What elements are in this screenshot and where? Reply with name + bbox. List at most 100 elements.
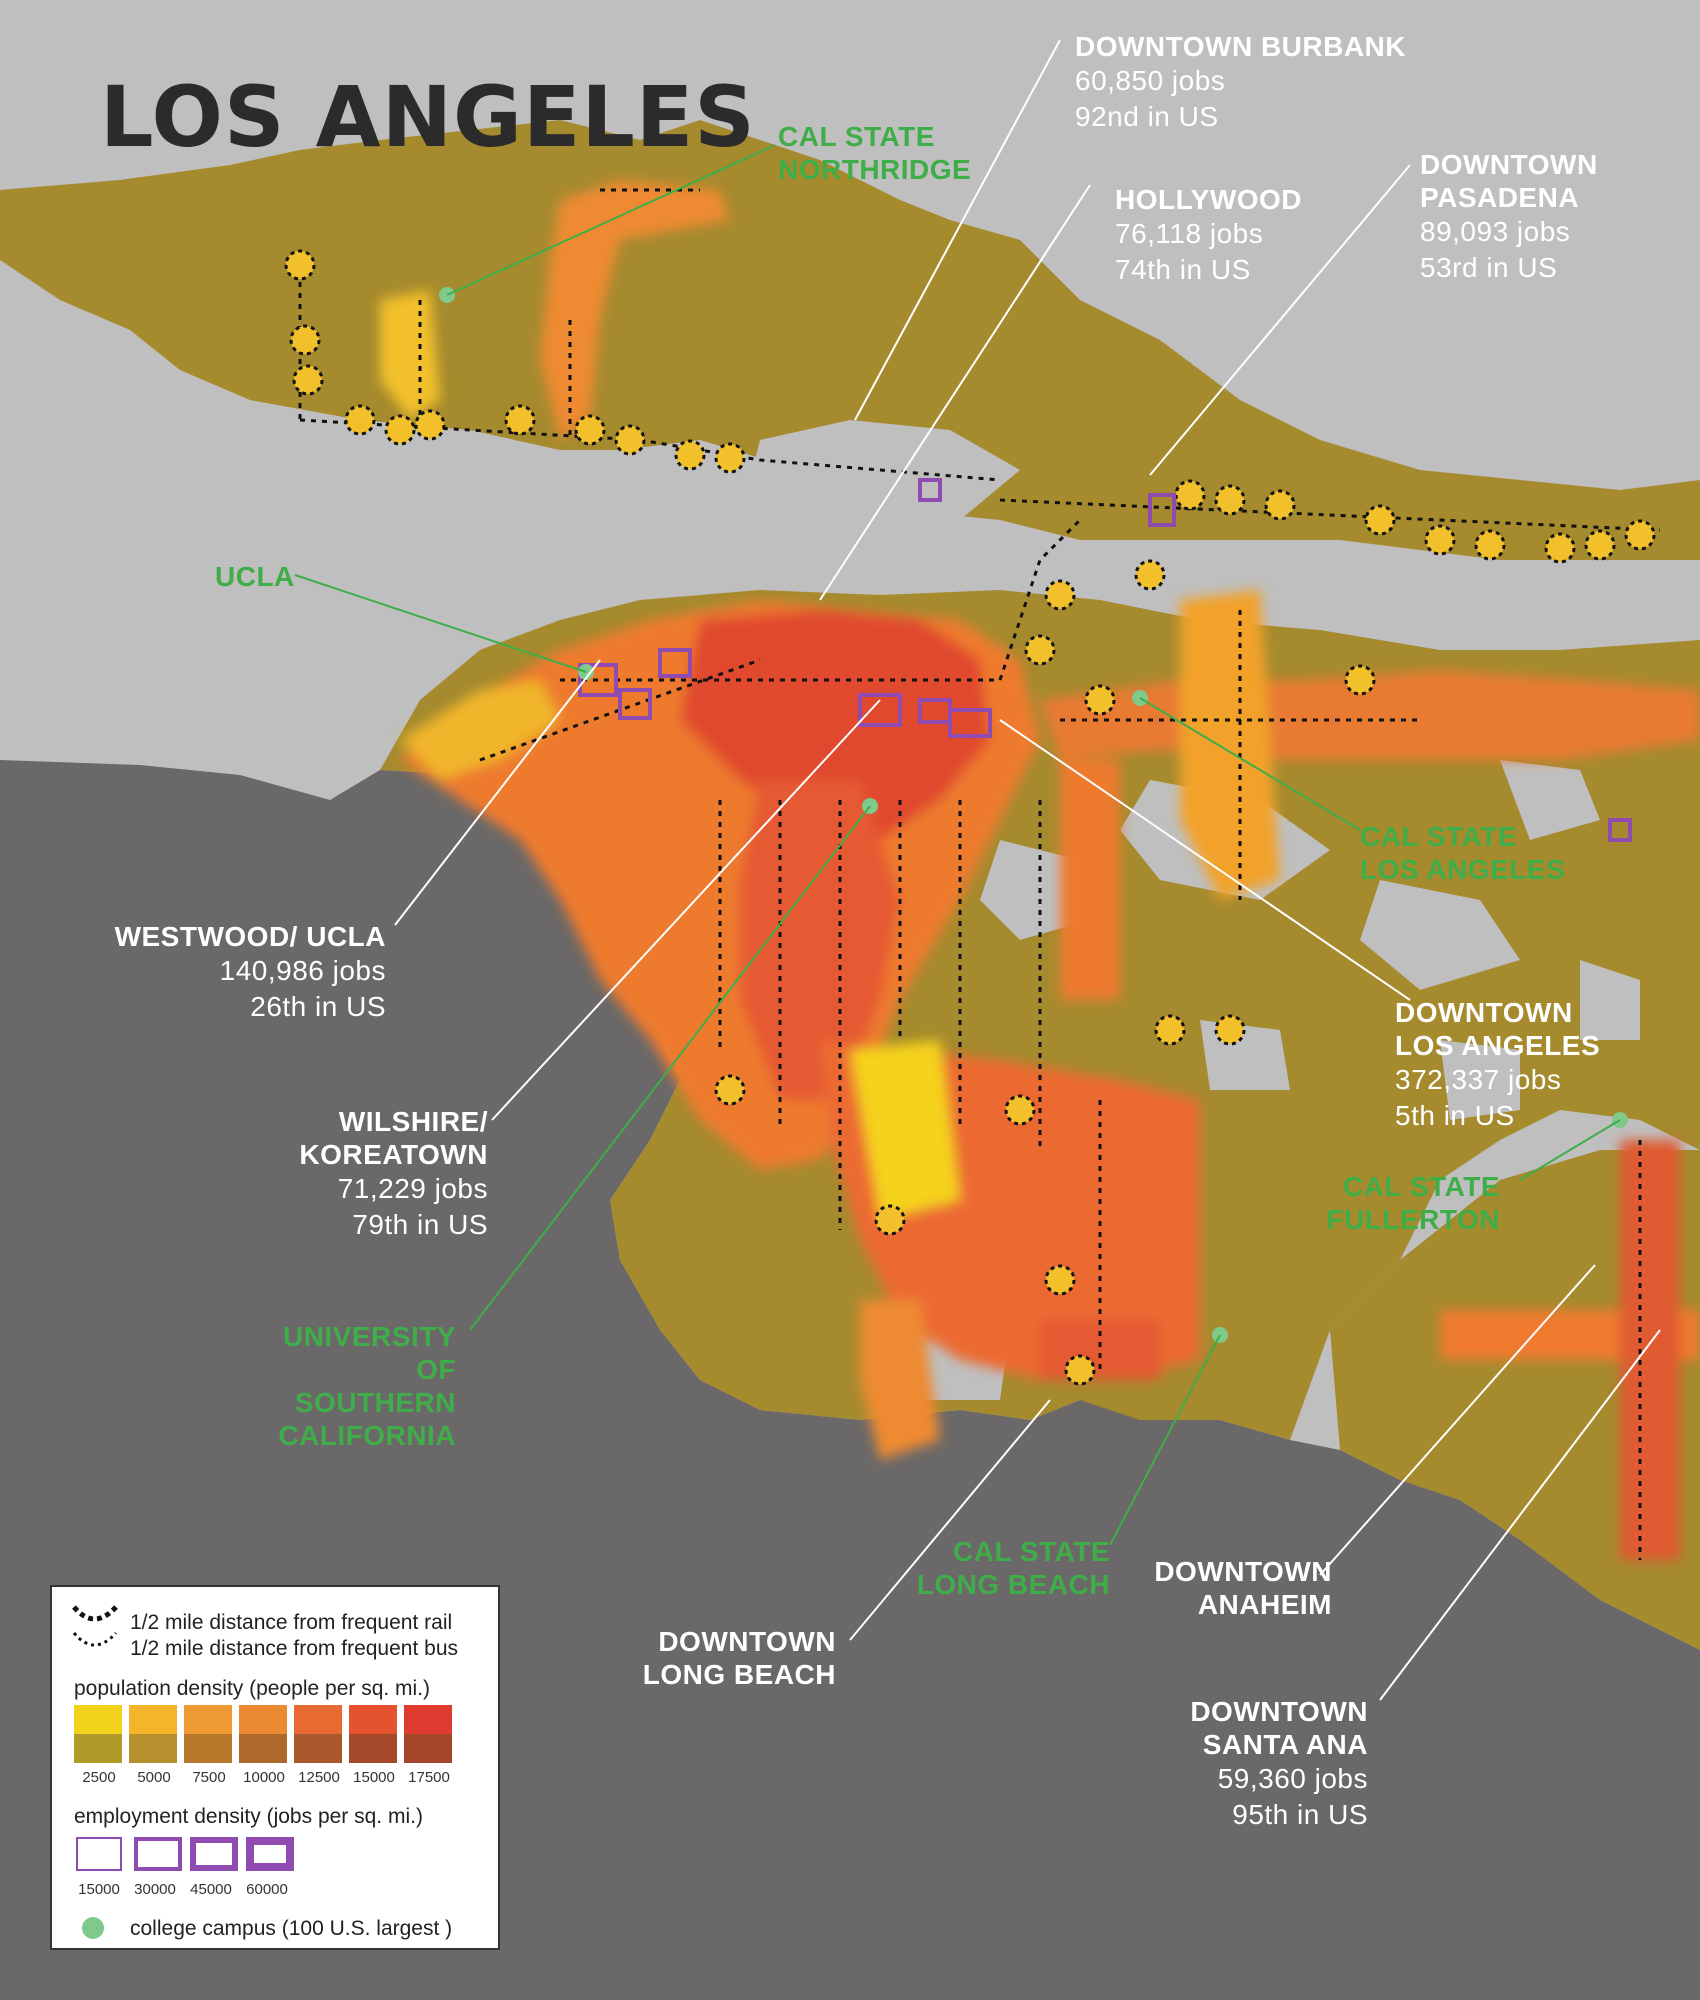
hollywood-name: HOLLYWOOD [1115,184,1303,215]
campus-label-csulb: CAL STATE LONG BEACH [900,1535,1110,1601]
fullerton-line-1: CAL STATE [1343,1171,1500,1202]
burbank-jobs: 60,850 jobs [1075,65,1226,96]
south-region [1330,1150,1700,1650]
northridge-line-2: NORTHRIDGE [778,154,972,185]
label-anaheim: DOWNTOWN ANAHEIM [1100,1555,1332,1621]
campus-label-fullerton: CAL STATE FULLERTON [1300,1170,1500,1236]
swatch-high [74,1705,122,1734]
campus-label-northridge: CAL STATE NORTHRIDGE [778,120,971,186]
label-dtla: DOWNTOWN LOS ANGELES 372,337 jobs 5th in… [1395,996,1600,1134]
westwood-rank: 26th in US [250,991,386,1022]
anaheim-name-2: ANAHEIM [1197,1589,1332,1620]
pasadena-jobs: 89,093 jobs [1420,216,1571,247]
population-value-label: 2500 [82,1769,116,1786]
swatch-low [239,1734,287,1763]
label-wilshire: WILSHIRE/ KOREATOWN 71,229 jobs 79th in … [250,1105,488,1243]
bus-walkshed-symbol [72,1631,118,1647]
wilshire-rank: 79th in US [352,1209,488,1240]
swatch-low [129,1734,177,1763]
population-value-label: 5000 [137,1769,171,1786]
swatch-high [129,1705,177,1734]
santaana-rank: 95th in US [1232,1799,1368,1830]
csula-line-2: LOS ANGELES [1360,854,1566,885]
legend-pop-title: population density (people per sq. mi.) [74,1677,431,1700]
legend-rail-label: 1/2 mile distance from frequent rail [130,1611,453,1634]
wilshire-jobs: 71,229 jobs [337,1173,488,1204]
population-swatch-2500 [74,1705,122,1763]
employment-clusters [578,478,1632,842]
campus-label-usc: UNIVERSITY OF SOUTHERN CALIFORNIA [230,1320,456,1452]
swatch-low [74,1734,122,1763]
employment-value-label: 60000 [246,1881,288,1898]
swatch-low [349,1734,397,1763]
pasadena-name-1: DOWNTOWN [1420,149,1598,180]
santaana-name-2: SANTA ANA [1202,1729,1368,1760]
employment-swatch-15000 [76,1837,122,1871]
anaheim-name-1: DOWNTOWN [1154,1556,1332,1587]
swatch-high [404,1705,452,1734]
label-santaana: DOWNTOWN SANTA ANA 59,360 jobs 95th in U… [1150,1695,1368,1833]
northridge-line-1: CAL STATE [778,121,935,152]
valley-region [0,120,1700,560]
map-title: LOS ANGELES [100,68,756,166]
csula-line-1: CAL STATE [1360,821,1517,852]
usc-line-1: UNIVERSITY [282,1321,456,1352]
label-pasadena: DOWNTOWN PASADENA 89,093 jobs 53rd in US [1420,148,1598,286]
campus-label-csula: CAL STATE LOS ANGELES [1360,820,1565,886]
wilshire-name-2: KOREATOWN [299,1139,488,1170]
longbeach-name-1: DOWNTOWN [658,1626,836,1657]
campus-legend-dot [82,1917,104,1939]
westwood-name: WESTWOOD/ UCLA [114,921,386,952]
usc-line-3: SOUTHERN [294,1387,456,1418]
usc-line-2: OF [416,1354,456,1385]
csulb-line-1: CAL STATE [953,1536,1110,1567]
hollywood-jobs: 76,118 jobs [1115,218,1264,249]
employment-swatch-60000 [246,1837,294,1871]
employment-value-label: 15000 [78,1881,120,1898]
population-value-label: 10000 [243,1769,285,1786]
westwood-jobs: 140,986 jobs [219,955,386,986]
population-value-label: 15000 [353,1769,395,1786]
label-hollywood: HOLLYWOOD 76,118 jobs 74th in US [1115,183,1302,288]
csulb-line-2: LONG BEACH [916,1569,1110,1600]
transit-stations [284,249,1656,1386]
legend: 1/2 mile distance from frequent rail 1/2… [50,1585,500,1950]
label-westwood: WESTWOOD/ UCLA 140,986 jobs 26th in US [90,920,386,1025]
legend-campus-label: college campus (100 U.S. largest ) [130,1917,453,1940]
pasadena-name-2: PASADENA [1420,182,1580,213]
swatch-low [184,1734,232,1763]
dtla-rank: 5th in US [1395,1100,1515,1131]
dtla-name-1: DOWNTOWN [1395,997,1573,1028]
population-swatch-15000 [349,1705,397,1763]
population-value-label: 12500 [298,1769,340,1786]
population-swatch-5000 [129,1705,177,1763]
wilshire-name-1: WILSHIRE/ [338,1106,488,1137]
fullerton-line-2: FULLERTON [1326,1204,1500,1235]
employment-swatch-30000 [134,1837,182,1871]
dtla-name-2: LOS ANGELES [1395,1030,1601,1061]
population-swatch-10000 [239,1705,287,1763]
label-burbank: DOWNTOWN BURBANK 60,850 jobs 92nd in US [1075,30,1406,135]
population-value-label: 7500 [192,1769,226,1786]
leader-lines [394,39,1661,1701]
swatch-low [404,1734,452,1763]
swatch-high [239,1705,287,1734]
ucla-line-1: UCLA [215,561,295,592]
population-swatch-12500 [294,1705,342,1763]
high-density-zones [380,180,1700,1560]
swatch-high [294,1705,342,1734]
swatch-high [184,1705,232,1734]
population-value-label: 17500 [408,1769,450,1786]
population-swatch-7500 [184,1705,232,1763]
usc-line-4: CALIFORNIA [278,1420,456,1451]
employment-swatch-45000 [190,1837,238,1871]
hollywood-rank: 74th in US [1115,254,1251,285]
burbank-rank: 92nd in US [1075,101,1219,132]
burbank-name: DOWNTOWN BURBANK [1075,31,1406,62]
rail-walkshed-symbol [72,1605,118,1622]
legend-bus-label: 1/2 mile distance from frequent bus [130,1637,459,1660]
dtla-jobs: 372,337 jobs [1395,1064,1562,1095]
employment-value-label: 30000 [134,1881,176,1898]
swatch-high [349,1705,397,1734]
santaana-name-1: DOWNTOWN [1190,1696,1368,1727]
